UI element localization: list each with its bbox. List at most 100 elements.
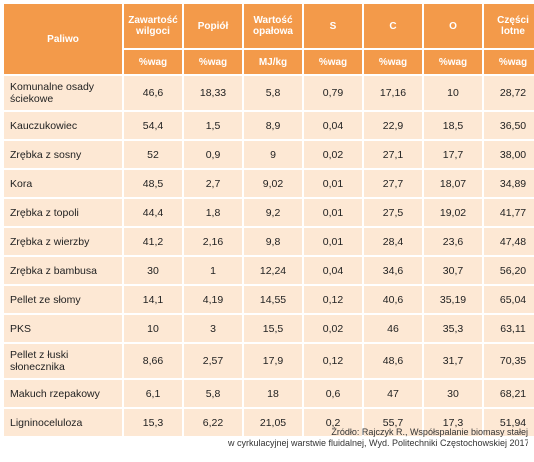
table-cell: 6,22 xyxy=(184,409,242,436)
unit-header: %wag xyxy=(424,50,482,74)
unit-header: %wag xyxy=(124,50,182,74)
table-cell: 46,6 xyxy=(124,76,182,110)
table-cell: 23,6 xyxy=(424,228,482,255)
table-cell: 19,02 xyxy=(424,199,482,226)
header-row: Paliwo Zawartość wilgoci Popiół Wartość … xyxy=(4,4,534,74)
table-cell: 46 xyxy=(364,315,422,342)
table-cell: 0,01 xyxy=(304,199,362,226)
source-line: Źródło: Rajczyk R., Współspalanie biomas… xyxy=(331,427,528,437)
table-row: Zrębka z bambusa 30 1 12,24 0,04 34,6 30… xyxy=(4,257,534,284)
table-cell: 8,9 xyxy=(244,112,302,139)
table-cell: 0,79 xyxy=(304,76,362,110)
table-cell: 28,4 xyxy=(364,228,422,255)
table-cell: 34,89 xyxy=(484,170,534,197)
table-row: Zrębka z topoli 44,4 1,8 9,2 0,01 27,5 1… xyxy=(4,199,534,226)
table-cell: 35,3 xyxy=(424,315,482,342)
unit-header: %wag xyxy=(304,50,362,74)
fuel-properties-table: Paliwo Zawartość wilgoci Popiół Wartość … xyxy=(2,2,534,438)
column-header: O xyxy=(424,4,482,48)
table-cell: 0,12 xyxy=(304,286,362,313)
table-cell: 68,21 xyxy=(484,380,534,407)
table-row: Kauczukowiec 54,4 1,5 8,9 0,04 22,9 18,5… xyxy=(4,112,534,139)
table-cell: 0,02 xyxy=(304,141,362,168)
table-cell: 0,9 xyxy=(184,141,242,168)
unit-header: %wag xyxy=(364,50,422,74)
unit-header: MJ/kg xyxy=(244,50,302,74)
table-cell: 0,01 xyxy=(304,170,362,197)
fuel-name: Zrębka z sosny xyxy=(4,141,122,168)
table-cell: 47,48 xyxy=(484,228,534,255)
table-cell: 41,2 xyxy=(124,228,182,255)
table-row: Komunalne osady ściekowe 46,6 18,33 5,8 … xyxy=(4,76,534,110)
table-cell: 27,5 xyxy=(364,199,422,226)
fuel-name: Pellet ze słomy xyxy=(4,286,122,313)
column-header: S xyxy=(304,4,362,48)
table-row: Ligninoceluloza 15,3 6,22 21,05 0,2 55,7… xyxy=(4,409,534,436)
table-cell: 0,12 xyxy=(304,344,362,378)
column-header: Części lotne xyxy=(484,4,534,48)
table-cell: 9 xyxy=(244,141,302,168)
fuel-name: Zrębka z bambusa xyxy=(4,257,122,284)
fuel-name: Kauczukowiec xyxy=(4,112,122,139)
table-cell: 10 xyxy=(424,76,482,110)
unit-header: %wag xyxy=(484,50,534,74)
table-cell: 0,04 xyxy=(304,112,362,139)
table-cell: 3 xyxy=(184,315,242,342)
table-cell: 2,57 xyxy=(184,344,242,378)
table-cell: 9,8 xyxy=(244,228,302,255)
table-cell: 0,04 xyxy=(304,257,362,284)
table-cell: 22,9 xyxy=(364,112,422,139)
table-cell: 9,02 xyxy=(244,170,302,197)
table-cell: 0,6 xyxy=(304,380,362,407)
fuel-name: PKS xyxy=(4,315,122,342)
table-cell: 5,8 xyxy=(184,380,242,407)
fuel-name: Komunalne osady ściekowe xyxy=(4,76,122,110)
table-cell: 41,77 xyxy=(484,199,534,226)
table-cell: 18 xyxy=(244,380,302,407)
table-row: Pellet ze słomy 14,1 4,19 14,55 0,12 40,… xyxy=(4,286,534,313)
fuel-header: Paliwo xyxy=(4,4,122,74)
table-cell: 34,6 xyxy=(364,257,422,284)
table-cell: 12,24 xyxy=(244,257,302,284)
units-row: %wag %wag MJ/kg %wag %wag %wag %wag xyxy=(4,50,534,74)
source-line: w cyrkulacyjnej warstwie fluidalnej, Wyd… xyxy=(228,438,528,448)
table-cell: 17,7 xyxy=(424,141,482,168)
table-cell: 18,07 xyxy=(424,170,482,197)
table-row: Zrębka z sosny 52 0,9 9 0,02 27,1 17,7 3… xyxy=(4,141,534,168)
table-cell: 17,3 xyxy=(424,409,482,436)
table-cell: 1 xyxy=(184,257,242,284)
column-header: Zawartość wilgoci xyxy=(124,4,182,48)
table-cell: 1,5 xyxy=(184,112,242,139)
fuel-name: Makuch rzepakowy xyxy=(4,380,122,407)
fuel-name: Zrębka z topoli xyxy=(4,199,122,226)
table-cell: 48,6 xyxy=(364,344,422,378)
table-cell: 47 xyxy=(364,380,422,407)
fuel-name: Zrębka z wierzby xyxy=(4,228,122,255)
table-row: Makuch rzepakowy 6,1 5,8 18 0,6 47 30 68… xyxy=(4,380,534,407)
table-cell: 0,02 xyxy=(304,315,362,342)
table-cell: 48,5 xyxy=(124,170,182,197)
table-row: PKS 10 3 15,5 0,02 46 35,3 63,11 xyxy=(4,315,534,342)
unit-header: %wag xyxy=(184,50,242,74)
fuel-name: Ligninoceluloza xyxy=(4,409,122,436)
table-cell: 28,72 xyxy=(484,76,534,110)
table-cell: 18,33 xyxy=(184,76,242,110)
table-cell: 9,2 xyxy=(244,199,302,226)
table-cell: 56,20 xyxy=(484,257,534,284)
table-cell: 8,66 xyxy=(124,344,182,378)
table-cell: 17,9 xyxy=(244,344,302,378)
table-cell: 15,3 xyxy=(124,409,182,436)
table-cell: 27,7 xyxy=(364,170,422,197)
table-cell: 27,1 xyxy=(364,141,422,168)
table-cell: 30 xyxy=(424,380,482,407)
fuel-name: Pellet z łuski słonecznika xyxy=(4,344,122,378)
table-cell: 52 xyxy=(124,141,182,168)
table-cell: 14,55 xyxy=(244,286,302,313)
column-header: C xyxy=(364,4,422,48)
table-row: Pellet z łuski słonecznika 8,66 2,57 17,… xyxy=(4,344,534,378)
table-cell: 6,1 xyxy=(124,380,182,407)
table-cell: 40,6 xyxy=(364,286,422,313)
table-cell: 2,7 xyxy=(184,170,242,197)
table-cell: 35,19 xyxy=(424,286,482,313)
table-cell: 36,50 xyxy=(484,112,534,139)
